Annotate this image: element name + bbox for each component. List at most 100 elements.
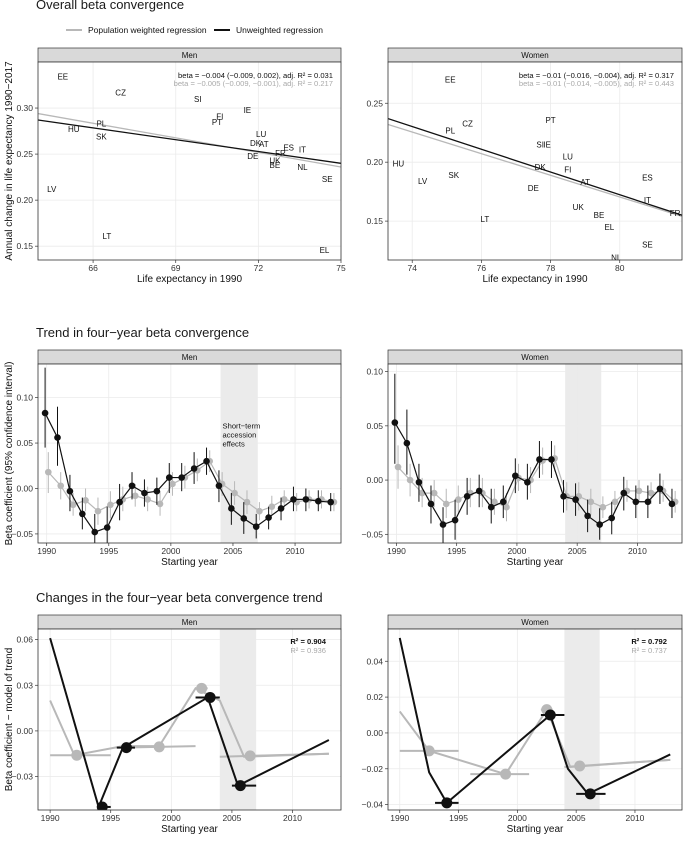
- x-tick-label: 1995: [449, 813, 468, 823]
- country-label: SI: [194, 95, 202, 104]
- x-tick-label: 2010: [283, 813, 302, 823]
- x-tick-label: 78: [546, 263, 556, 273]
- segment-marker-unweighted: [96, 801, 108, 810]
- plot-area: [38, 62, 341, 260]
- segment-marker-weighted: [244, 750, 256, 762]
- y-tick-label: 0.10: [16, 393, 33, 403]
- x-tick-label: 76: [477, 263, 487, 273]
- segment-marker-unweighted: [441, 797, 453, 809]
- y-tick-label: 0.00: [366, 475, 383, 485]
- segment-marker-unweighted: [234, 780, 246, 792]
- accession-shade: [565, 364, 602, 543]
- point-weighted: [647, 489, 655, 497]
- x-tick-label: 2010: [286, 546, 305, 556]
- point-weighted: [394, 463, 402, 471]
- x-tick-label: 69: [171, 263, 181, 273]
- point-unweighted: [391, 419, 399, 426]
- plot-border: [387, 61, 683, 261]
- country-label: SE: [642, 241, 653, 250]
- country-label: IE: [543, 141, 551, 150]
- r2-weighted: R² = 0.936: [290, 646, 326, 655]
- point-unweighted: [91, 528, 99, 536]
- country-label: HU: [393, 159, 405, 168]
- point-unweighted: [632, 498, 640, 506]
- country-label: AT: [259, 140, 269, 149]
- point-unweighted: [524, 478, 531, 486]
- plot-border: [387, 628, 683, 811]
- segment-marker-unweighted: [120, 742, 132, 754]
- x-axis-label: Starting year: [161, 557, 218, 568]
- y-tick-label: 0.05: [16, 438, 33, 448]
- point-unweighted: [463, 493, 471, 500]
- country-label: IT: [299, 145, 306, 154]
- point-unweighted: [290, 496, 297, 503]
- segment-marker-unweighted: [544, 709, 556, 721]
- x-tick-label: 66: [88, 263, 98, 273]
- y-tick-label: 0.10: [366, 367, 383, 377]
- y-tick-label: 0.25: [16, 149, 33, 159]
- point-unweighted: [79, 510, 86, 518]
- x-tick-label: 72: [254, 263, 264, 273]
- point-unweighted: [116, 498, 123, 506]
- country-label: SK: [96, 133, 107, 142]
- y-tick-label: −0.04: [361, 800, 383, 810]
- plot-border: [37, 363, 342, 544]
- segment-marker-weighted: [71, 749, 83, 761]
- r2-unweighted: R² = 0.904: [290, 637, 326, 646]
- section-title-changes: Changes in the four−year beta convergenc…: [36, 590, 323, 605]
- country-label: SE: [322, 175, 333, 184]
- x-tick-label: 1995: [447, 546, 466, 556]
- stat-unweighted: beta = −0.004 (−0.009, 0.002), adj. R² =…: [178, 71, 333, 80]
- y-tick-label: 0.00: [16, 483, 33, 493]
- x-tick-label: 75: [336, 263, 346, 273]
- plot-marks: [391, 373, 679, 543]
- country-label: FI: [564, 165, 571, 174]
- stat-unweighted: beta = −0.01 (−0.016, −0.004), adj. R² =…: [519, 71, 674, 80]
- x-tick-label: 74: [407, 263, 417, 273]
- point-unweighted: [103, 524, 111, 531]
- plot-area: [388, 364, 682, 543]
- segment-marker-unweighted: [584, 788, 596, 800]
- y-tick-label: 0.15: [16, 241, 33, 251]
- x-tick-label: 1990: [37, 546, 56, 556]
- x-tick-label: 1990: [390, 813, 409, 823]
- point-unweighted: [314, 497, 322, 505]
- accession-shade: [220, 364, 258, 543]
- point-unweighted: [165, 474, 173, 481]
- point-weighted: [69, 501, 77, 509]
- plot-area: [388, 62, 682, 260]
- x-tick-label: 1995: [99, 546, 118, 556]
- country-label: ES: [283, 144, 294, 153]
- point-weighted: [131, 492, 139, 500]
- y-tick-label: 0.06: [16, 635, 33, 645]
- point-unweighted: [265, 514, 272, 521]
- panel-strip-label: Women: [521, 51, 548, 60]
- point-unweighted: [668, 500, 676, 508]
- regression-line-weighted: [388, 123, 682, 218]
- point-unweighted: [178, 474, 185, 481]
- country-label: DK: [250, 139, 262, 148]
- panel-strip-label: Women: [521, 353, 548, 362]
- x-tick-label: 2005: [224, 546, 243, 556]
- x-tick-label: 2005: [222, 813, 241, 823]
- point-unweighted: [536, 456, 543, 463]
- country-label: DE: [528, 184, 539, 193]
- x-tick-label: 2000: [507, 546, 526, 556]
- segment-marker-weighted: [500, 768, 512, 780]
- y-tick-label: −0.03: [11, 772, 33, 782]
- regression-line-unweighted: [388, 117, 682, 216]
- point-weighted: [94, 507, 102, 515]
- legend: Population weighted regression Unweighte…: [66, 25, 323, 35]
- segment-marker-weighted: [574, 760, 586, 772]
- panel-strip-label: Men: [182, 51, 198, 60]
- country-label: SK: [448, 171, 459, 180]
- point-unweighted: [190, 465, 198, 472]
- section-title-trend: Trend in four−year beta convergence: [36, 325, 250, 340]
- point-unweighted: [656, 485, 664, 493]
- country-label: PL: [96, 120, 106, 129]
- country-label: ES: [642, 174, 653, 183]
- point-unweighted: [427, 500, 435, 508]
- x-tick-label: 2000: [508, 813, 527, 823]
- x-tick-label: 1990: [41, 813, 60, 823]
- point-weighted: [599, 503, 607, 511]
